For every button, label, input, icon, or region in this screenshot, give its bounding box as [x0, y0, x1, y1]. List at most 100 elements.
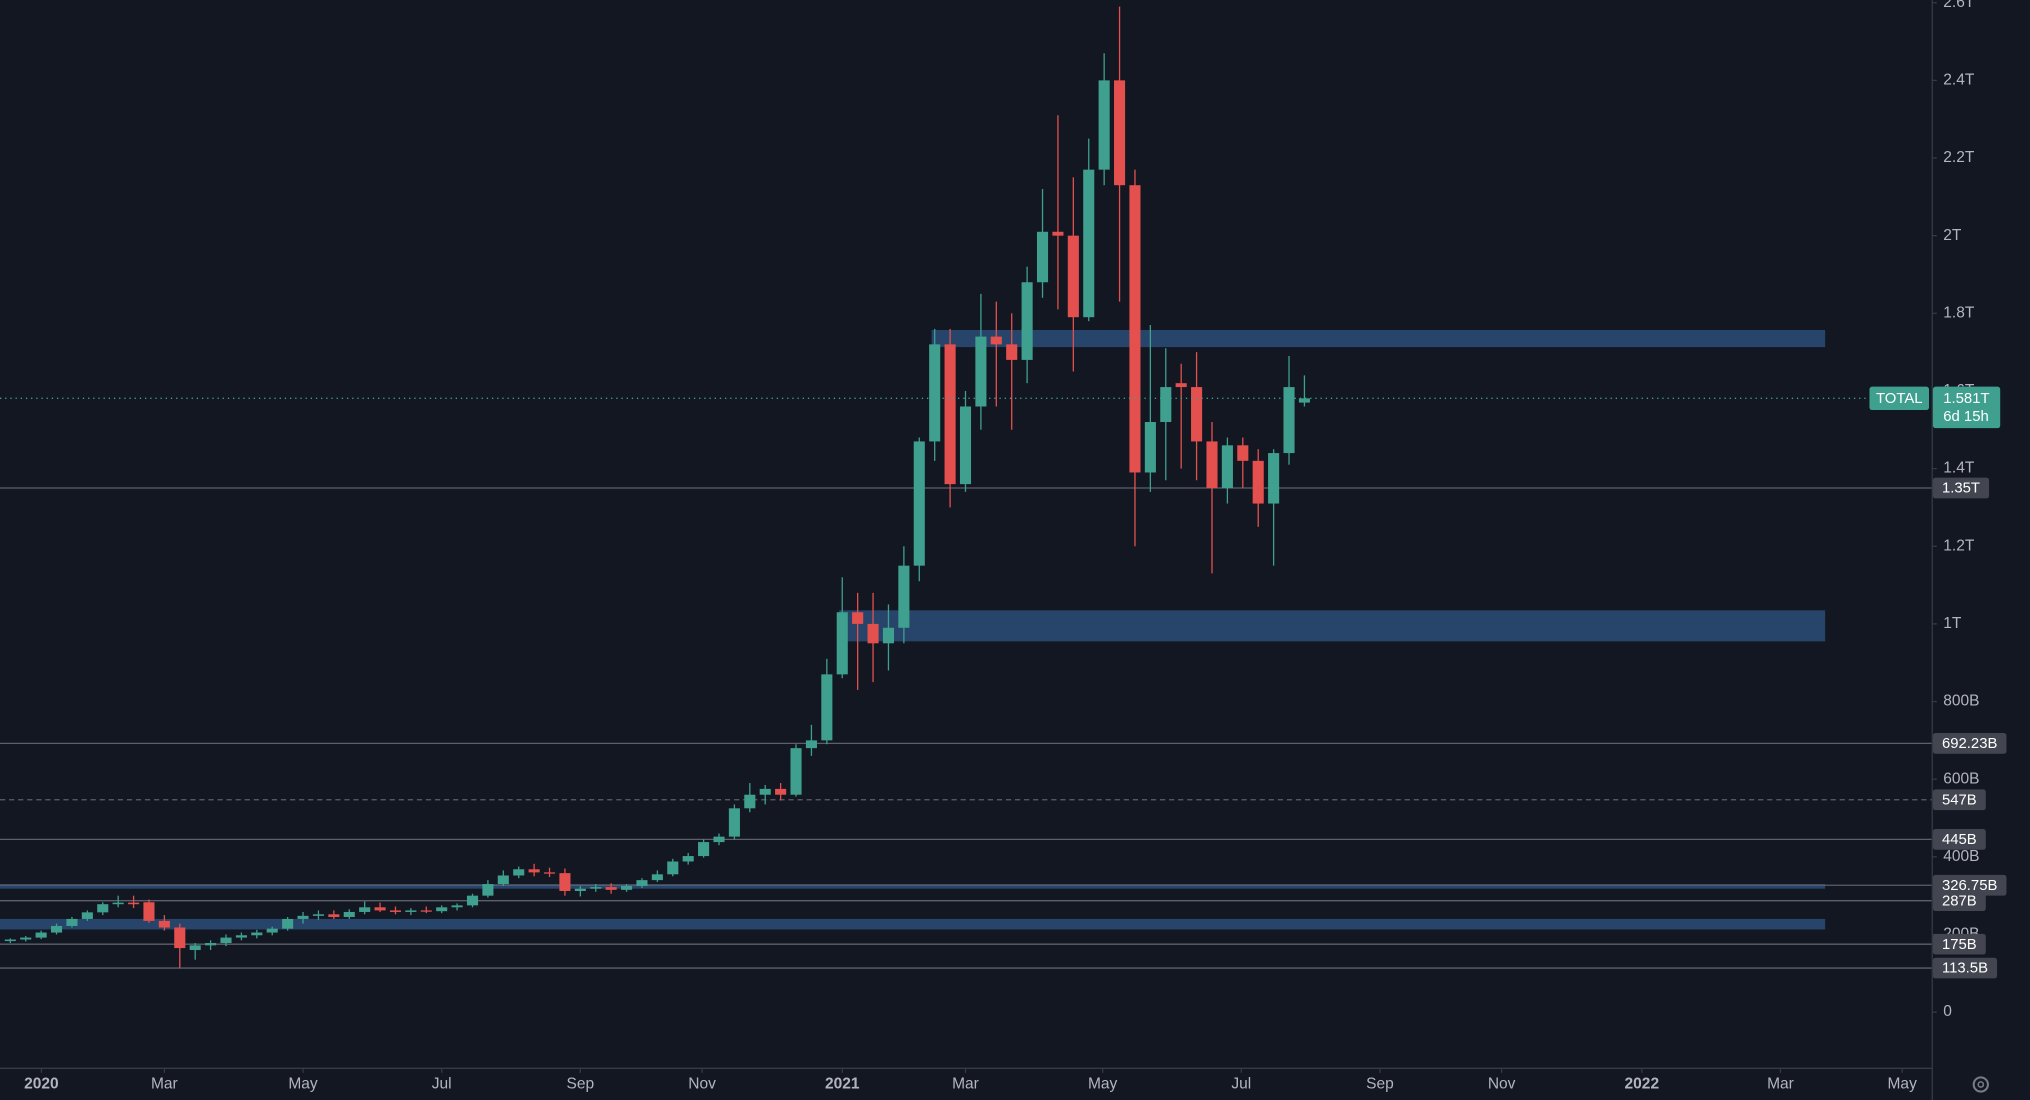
candle-body — [297, 915, 309, 919]
y-tick-label: 2.2T — [1943, 149, 1975, 166]
y-tick-label: 2T — [1943, 227, 1962, 244]
candle-body — [189, 945, 201, 951]
x-tick-label: Sep — [1366, 1076, 1394, 1093]
candle-body — [1175, 383, 1187, 388]
candle-body — [929, 344, 941, 442]
candle-body — [497, 875, 509, 885]
candle-body — [1237, 445, 1249, 461]
x-tick-label: May — [288, 1076, 318, 1093]
candle-body — [1160, 387, 1172, 423]
candle-body — [1114, 80, 1126, 186]
candle-body — [590, 887, 602, 889]
candle-body — [405, 910, 417, 912]
candle-body — [667, 861, 679, 875]
candle-body — [621, 885, 633, 890]
candle-body — [1129, 185, 1141, 473]
candle-body — [66, 918, 78, 926]
candle-body — [251, 932, 263, 936]
candle-body — [559, 873, 571, 891]
y-tick-label: 600B — [1943, 770, 1979, 787]
candle-body — [482, 884, 494, 896]
x-tick-label: Nov — [1488, 1076, 1516, 1093]
candle-body — [1206, 441, 1218, 489]
level-label: 445B — [1942, 832, 1977, 848]
candle-body — [574, 888, 586, 891]
candle-body — [913, 441, 925, 566]
candle-body — [1144, 422, 1156, 473]
x-tick-label: 2021 — [825, 1076, 860, 1093]
y-tick-label: 400B — [1943, 848, 1979, 865]
candle-body — [35, 932, 47, 938]
candle-body — [97, 904, 109, 913]
level-badge — [1932, 957, 1998, 979]
candle-body — [1036, 231, 1049, 283]
candle-body — [821, 674, 833, 741]
candle-body — [235, 935, 247, 938]
y-tick-label: 0 — [1943, 1003, 1952, 1020]
x-tick-label: Jul — [1231, 1076, 1251, 1093]
y-tick-label: 2.6T — [1943, 0, 1975, 11]
level-badge — [1932, 933, 1986, 955]
level-label: 1.35T — [1942, 481, 1980, 497]
candle-body — [282, 918, 294, 929]
candle-body — [20, 937, 32, 940]
x-tick-label: Mar — [151, 1076, 178, 1093]
candle-body — [451, 905, 463, 908]
candle-body — [343, 911, 355, 918]
candle-body — [528, 869, 540, 873]
candle-body — [143, 902, 155, 921]
candle-body — [836, 612, 848, 675]
candle-body — [867, 623, 879, 644]
candle-body — [158, 920, 170, 928]
candle-body — [698, 842, 710, 857]
candle-body — [1268, 453, 1280, 504]
x-tick-label: Mar — [952, 1076, 979, 1093]
x-tick-label: Jul — [432, 1076, 452, 1093]
candle-body — [420, 910, 432, 912]
candle-body — [312, 914, 324, 916]
candle-body — [266, 928, 278, 933]
candle-body — [805, 740, 817, 749]
candle-body — [1006, 344, 1018, 360]
zone — [0, 918, 1826, 930]
level-label: 113.5B — [1942, 961, 1988, 977]
level-label: 326.75B — [1942, 878, 1998, 894]
current-countdown: 6d 15h — [1943, 409, 1989, 425]
level-badge — [1932, 829, 1986, 850]
candle-body — [389, 910, 402, 912]
current-price-badge — [1932, 386, 2001, 429]
y-tick-label: 1.8T — [1943, 304, 1975, 321]
y-tick-label: 1T — [1943, 615, 1962, 632]
candle-body — [959, 406, 972, 485]
candle-body — [1052, 231, 1064, 236]
settings-icon[interactable] — [1972, 1076, 1989, 1093]
x-tick-label: Nov — [688, 1076, 716, 1093]
candle-body — [205, 943, 217, 946]
candle-body — [1021, 282, 1033, 360]
candle-body — [1283, 387, 1295, 454]
current-name-badge — [1869, 386, 1930, 410]
candle-body — [882, 627, 895, 644]
x-tick-label: May — [1888, 1076, 1918, 1093]
candle-body — [775, 788, 787, 795]
level-badge — [1932, 477, 1990, 499]
candle-body — [1098, 80, 1110, 170]
candle-body — [1083, 169, 1095, 318]
candle-body — [1191, 387, 1203, 442]
gear-center — [1977, 1081, 1985, 1088]
candle-body — [513, 869, 525, 876]
candle-body — [605, 887, 617, 890]
level-badge — [1932, 789, 1986, 811]
candle-body — [374, 907, 386, 911]
candle-body — [436, 907, 448, 912]
candle-body — [112, 902, 124, 905]
candle-body — [990, 336, 1002, 345]
x-tick-label: Sep — [567, 1076, 595, 1093]
x-tick-label: May — [1088, 1076, 1118, 1093]
candle-body — [682, 856, 694, 862]
candle-body — [944, 344, 956, 485]
y-tick-label: 1.4T — [1943, 460, 1975, 477]
current-name: TOTAL — [1876, 391, 1923, 407]
